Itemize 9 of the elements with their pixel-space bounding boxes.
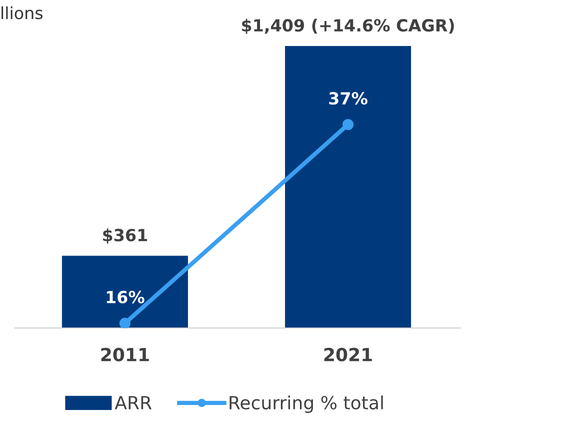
data-label: $361 xyxy=(103,228,148,244)
x-tick-label: 2011 xyxy=(101,348,149,362)
data-label: $1,409 (+14.6% CAGR) xyxy=(242,18,454,34)
legend-label: Recurring % total xyxy=(230,396,383,413)
x-tick-label: 2021 xyxy=(324,348,372,362)
data-label: 37% xyxy=(329,92,368,105)
legend-label: ARR xyxy=(114,396,152,410)
chart-title: llions xyxy=(2,6,43,20)
data-label: 16% xyxy=(106,290,144,304)
